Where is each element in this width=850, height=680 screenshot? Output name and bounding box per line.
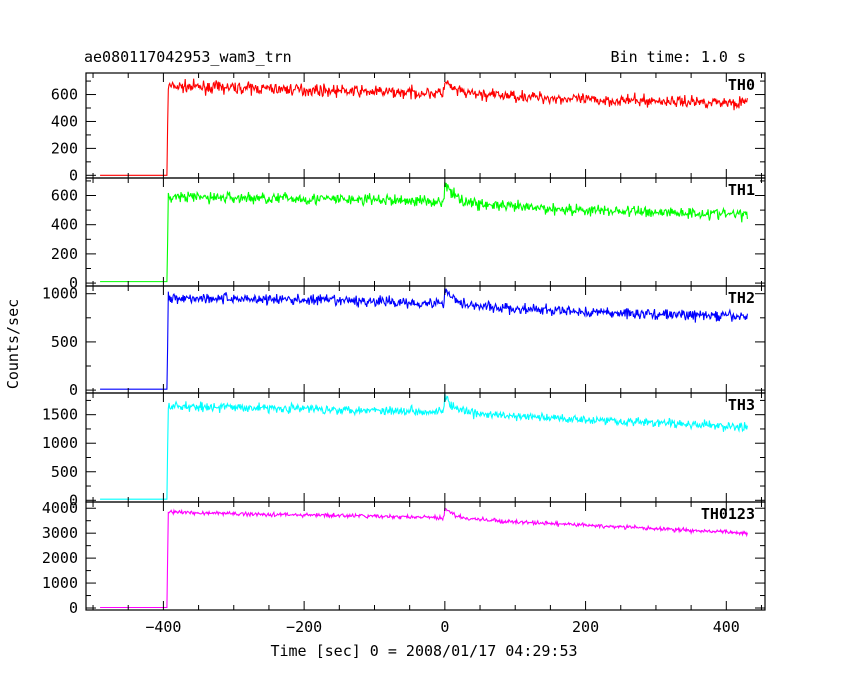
x-tick-label: 0 — [440, 618, 449, 636]
y-tick-label: 0 — [69, 274, 78, 292]
y-tick-label: 1500 — [42, 406, 78, 424]
y-tick-label: 2000 — [42, 549, 78, 567]
bin-time-label: Bin time: 1.0 s — [611, 48, 746, 66]
y-tick-label: 1000 — [42, 574, 78, 592]
panel-th0: 0 200 400 600 TH0 — [51, 72, 766, 184]
y-tick-label: 400 — [51, 112, 78, 130]
series-line-th0123 — [100, 507, 748, 609]
y-tick-label: 0 — [69, 599, 78, 617]
panel-th2: 0 500 1000 TH2 — [42, 285, 766, 399]
series-label-th3: TH3 — [728, 396, 755, 414]
series-label-th2: TH2 — [728, 289, 755, 307]
y-tick-label: 200 — [51, 139, 78, 157]
x-tick-label: 400 — [713, 618, 740, 636]
y-tick-label: 1000 — [42, 285, 78, 303]
y-tick-label: 1000 — [42, 434, 78, 452]
y-tick-label: 3000 — [42, 524, 78, 542]
y-tick-label: 400 — [51, 216, 78, 234]
y-tick-label: 200 — [51, 245, 78, 263]
panel-th0123: 0 1000 2000 3000 4000 TH0123 — [42, 499, 766, 617]
series-label-th0: TH0 — [728, 76, 755, 94]
panel-frame — [85, 72, 766, 179]
x-tick-label: 200 — [572, 618, 599, 636]
y-tick-label: 0 — [69, 381, 78, 399]
panels-layer: 0 200 400 600 TH0 0 200 400 600 TH1 0 500 1000 TH2 0 50… — [42, 72, 766, 636]
series-line-th1 — [100, 181, 748, 283]
y-tick-label: 600 — [51, 187, 78, 205]
y-axis-label: Counts/sec — [4, 299, 22, 389]
y-tick-label: 0 — [69, 491, 78, 509]
y-tick-label: 600 — [51, 86, 78, 104]
y-tick-label: 4000 — [42, 499, 78, 517]
y-tick-label: 500 — [51, 333, 78, 351]
panel-frame — [85, 501, 766, 611]
series-line-th2 — [100, 288, 748, 390]
panel-frame — [85, 392, 766, 503]
series-label-th0123: TH0123 — [701, 505, 755, 523]
series-line-th3 — [100, 392, 748, 500]
y-tick-label: 500 — [51, 463, 78, 481]
x-tick-label: −400 — [145, 618, 181, 636]
series-line-th0 — [100, 78, 748, 176]
x-tick-label: −200 — [286, 618, 322, 636]
x-axis-label: Time [sec] 0 = 2008/01/17 04:29:53 — [270, 642, 577, 660]
chart-title: ae080117042953_wam3_trn — [84, 48, 292, 66]
y-tick-label: 0 — [69, 166, 78, 184]
panel-th3: 0 500 1000 1500 TH3 — [42, 392, 766, 509]
series-label-th1: TH1 — [728, 181, 755, 199]
panel-th1: 0 200 400 600 TH1 — [51, 177, 766, 292]
